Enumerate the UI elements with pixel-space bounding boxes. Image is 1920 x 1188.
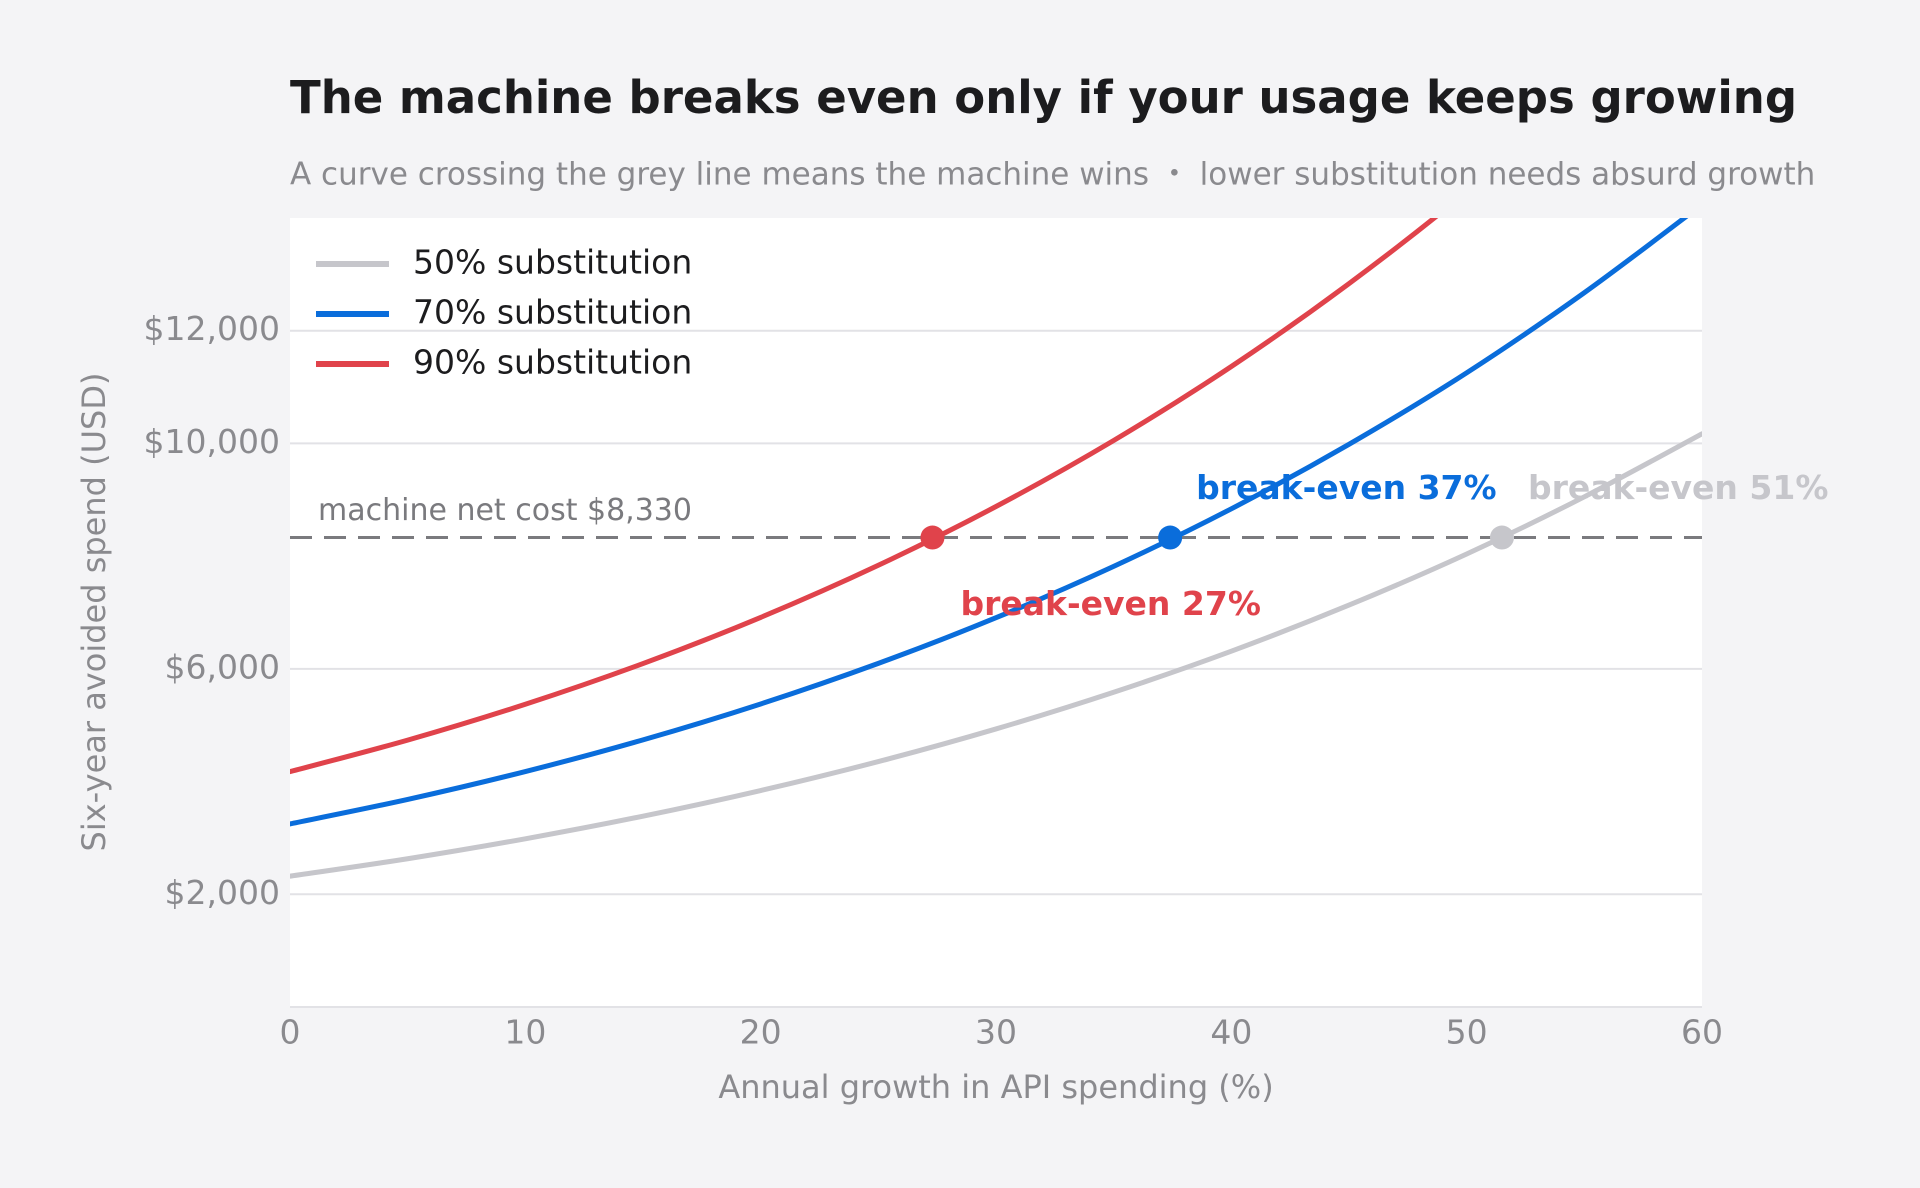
x-axis-title: Annual growth in API spending (%)	[718, 1068, 1273, 1106]
x-tick-label: 40	[1210, 1013, 1252, 1052]
overlay: machine net cost $8,330 50% substitution 7…	[290, 243, 1828, 623]
series-lines	[290, 218, 1702, 879]
y-tick-label: $6,000	[165, 647, 280, 686]
x-tick-label: 10	[504, 1013, 546, 1052]
chart-title: The machine breaks even only if your usa…	[290, 71, 1797, 124]
break-even-label: break-even 51%	[1528, 468, 1828, 507]
x-tick-label: 30	[975, 1013, 1017, 1052]
legend-label: 70% substitution	[413, 293, 692, 332]
break-even-point	[1489, 525, 1514, 550]
break-even-label: break-even 27%	[960, 584, 1260, 623]
break-even-label: break-even 37%	[1196, 468, 1496, 507]
x-tick-label: 0	[280, 1013, 301, 1052]
y-tick-label: $2,000	[165, 873, 280, 912]
legend-label: 90% substitution	[413, 343, 692, 382]
series-line	[290, 218, 1689, 827]
x-tick-label: 50	[1446, 1013, 1488, 1052]
y-tick-label: $12,000	[144, 309, 280, 348]
plot-area	[290, 218, 1702, 1007]
series-line	[290, 431, 1702, 879]
break-even-point	[1158, 525, 1183, 550]
break-even-point	[920, 525, 945, 550]
series-line	[290, 218, 1439, 775]
reference-label: machine net cost $8,330	[318, 493, 692, 528]
x-tick-label: 20	[740, 1013, 782, 1052]
grid: $2,000 $6,000 $10,000 $12,000 0 10 20 30 40 50 60	[144, 309, 1723, 1051]
y-axis-title: Six-year avoided spend (USD)	[75, 373, 113, 852]
chart-subtitle: A curve crossing the grey line means the…	[290, 157, 1815, 193]
legend-label: 50% substitution	[413, 243, 692, 282]
x-tick-label: 60	[1681, 1013, 1723, 1052]
y-tick-label: $10,000	[144, 422, 280, 461]
